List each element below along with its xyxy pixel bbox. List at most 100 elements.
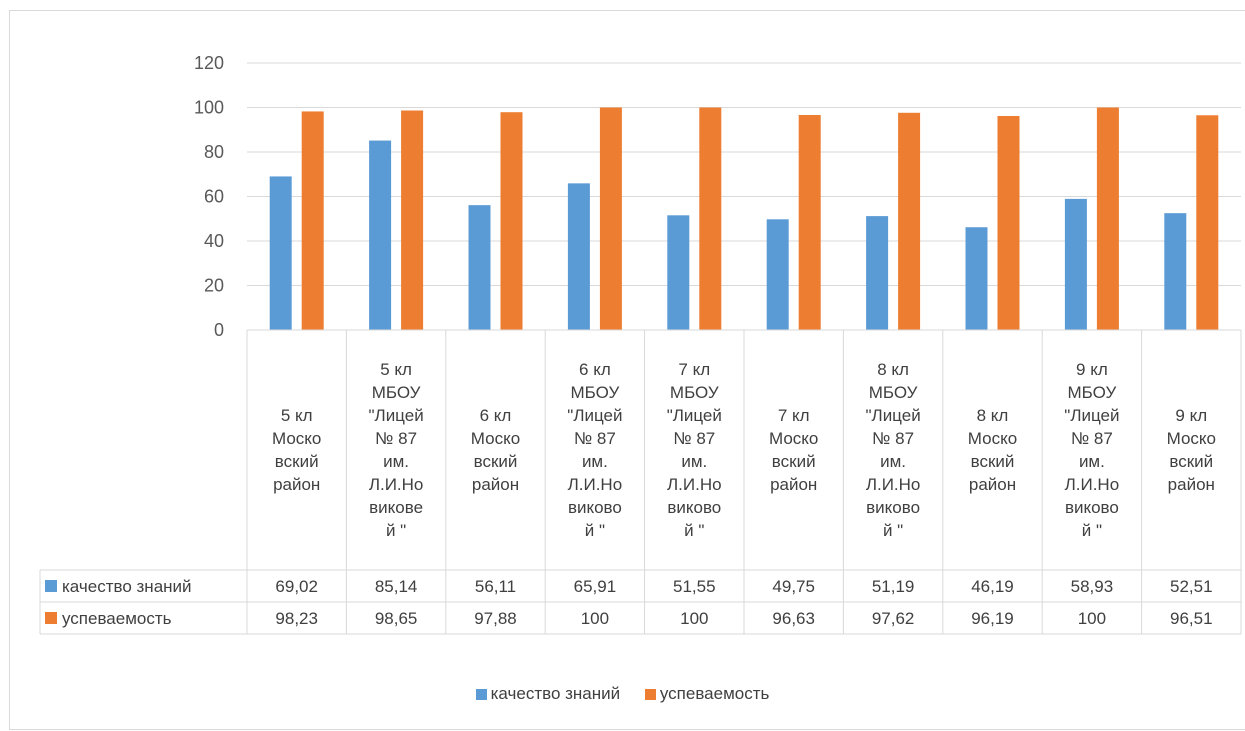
category-label: 6 кл МБОУ "Лицей № 87 им. Л.И.Но виково й ": [567, 360, 622, 540]
category-label-line: Л.И.Но: [667, 475, 722, 494]
bar-quality: [567, 183, 590, 330]
bar-quality: [766, 219, 789, 330]
category-label-line: й ": [883, 521, 903, 540]
category-label-line: им.: [383, 452, 409, 471]
legend-swatch-progress: [644, 689, 656, 700]
data-label-quality: 51,19: [872, 577, 915, 596]
category-label: 5 кл Моско вский район: [272, 406, 321, 494]
y-tick-label: 40: [204, 231, 224, 251]
data-label-progress: 96,63: [772, 609, 815, 628]
legend: качество знаний успеваемость: [0, 684, 1245, 704]
bar-quality: [866, 216, 889, 330]
category-label-line: 6 кл: [480, 406, 512, 425]
category-label-line: вский: [772, 452, 816, 471]
category-label-line: Л.И.Но: [866, 475, 921, 494]
category-label-line: й ": [684, 521, 704, 540]
category-label-line: виково: [866, 498, 920, 517]
bar-progress: [798, 114, 821, 330]
category-label-line: 5 кл: [281, 406, 313, 425]
category-label-line: викове: [369, 498, 423, 517]
data-label-progress: 100: [1078, 609, 1106, 628]
data-label-quality: 56,11: [475, 577, 516, 596]
bar-quality: [1064, 198, 1087, 330]
category-label-line: "Лицей: [866, 406, 921, 425]
category-label-line: Моско: [968, 429, 1017, 448]
category-label: 8 кл Моско вский район: [968, 406, 1017, 494]
table-row-label-quality: качество знаний: [62, 577, 192, 596]
category-label-line: 9 кл: [1175, 406, 1207, 425]
category-label-line: № 87: [673, 429, 715, 448]
category-label-line: Моско: [1167, 429, 1216, 448]
legend-swatch-quality: [475, 689, 487, 700]
bar-quality: [667, 215, 690, 330]
category-label-line: МБОУ: [372, 383, 421, 402]
category-label-line: вский: [474, 452, 518, 471]
data-label-progress: 96,19: [971, 609, 1014, 628]
table-row-label-progress: успеваемость: [62, 609, 172, 628]
category-label-line: МБОУ: [571, 383, 620, 402]
category-label: 6 кл Моско вский район: [471, 406, 520, 494]
bar-progress: [599, 107, 622, 330]
data-label-quality: 51,55: [673, 577, 716, 596]
bar-progress: [898, 112, 921, 330]
data-label-progress: 98,23: [275, 609, 318, 628]
category-label-line: район: [472, 475, 519, 494]
category-label-line: вский: [971, 452, 1015, 471]
category-label-line: № 87: [574, 429, 616, 448]
category-label-line: виково: [568, 498, 622, 517]
category-label-line: № 87: [375, 429, 417, 448]
data-label-quality: 65,91: [574, 577, 617, 596]
category-label-line: Л.И.Но: [369, 475, 424, 494]
bar-progress: [997, 115, 1020, 330]
data-label-progress: 96,51: [1170, 609, 1213, 628]
category-label: 9 кл Моско вский район: [1167, 406, 1216, 494]
bar-progress: [500, 112, 523, 330]
category-label-line: район: [1168, 475, 1215, 494]
category-label-line: "Лицей: [567, 406, 622, 425]
bar-progress: [1096, 107, 1119, 330]
category-label-line: й ": [585, 521, 605, 540]
category-label-line: Л.И.Но: [1065, 475, 1120, 494]
category-label-line: й ": [386, 521, 406, 540]
data-label-progress: 100: [581, 609, 609, 628]
bar-progress: [1196, 115, 1219, 330]
data-label-progress: 98,65: [375, 609, 418, 628]
bar-quality: [1164, 213, 1187, 330]
category-label-line: 7 кл: [678, 360, 710, 379]
data-label-progress: 97,88: [474, 609, 517, 628]
bar-quality: [369, 140, 392, 330]
category-label-line: вский: [1169, 452, 1213, 471]
chart-frame: [9, 10, 1245, 730]
bar-progress: [301, 111, 324, 330]
category-label-line: Моско: [272, 429, 321, 448]
category-label-line: Л.И.Но: [568, 475, 623, 494]
legend-label-progress: успеваемость: [659, 684, 770, 703]
category-label-line: "Лицей: [1064, 406, 1119, 425]
category-label-line: МБОУ: [869, 383, 918, 402]
category-label-line: Моско: [471, 429, 520, 448]
category-label-line: район: [770, 475, 817, 494]
data-label-quality: 69,02: [275, 577, 318, 596]
category-label-line: вский: [275, 452, 319, 471]
category-label-line: МБОУ: [1068, 383, 1117, 402]
category-label-line: 9 кл: [1076, 360, 1108, 379]
table-key-quality: [45, 580, 57, 592]
category-label-line: 8 кл: [977, 406, 1009, 425]
bar-progress: [699, 107, 722, 330]
category-label-line: им.: [582, 452, 608, 471]
category-label-line: 6 кл: [579, 360, 611, 379]
y-tick-label: 120: [194, 53, 224, 73]
category-label-line: "Лицей: [369, 406, 424, 425]
category-label-line: "Лицей: [667, 406, 722, 425]
bar-quality: [468, 205, 491, 330]
data-label-progress: 100: [680, 609, 708, 628]
legend-item-quality: качество знаний: [475, 684, 620, 704]
category-label-line: № 87: [1071, 429, 1113, 448]
data-label-progress: 97,62: [872, 609, 915, 628]
y-tick-label: 100: [194, 98, 224, 118]
category-label-line: № 87: [872, 429, 914, 448]
category-label-line: виково: [667, 498, 721, 517]
y-tick-label: 20: [204, 276, 224, 296]
